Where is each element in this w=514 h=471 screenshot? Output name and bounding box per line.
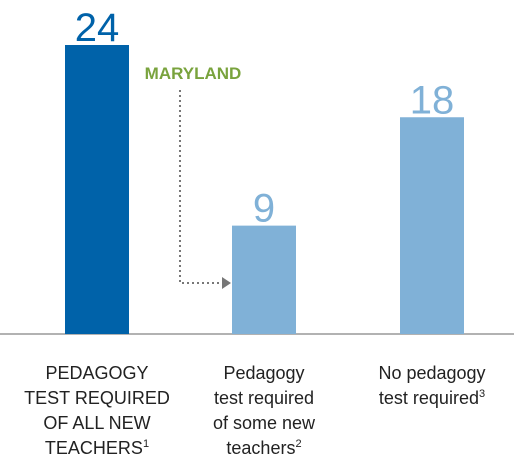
category-line: TEACHERS xyxy=(45,438,143,458)
value-label: 24 xyxy=(75,6,120,50)
category-label: No pedagogy xyxy=(378,363,485,383)
footnote: 2 xyxy=(295,438,301,450)
arrow-head xyxy=(222,277,231,289)
annotation: MARYLAND xyxy=(145,64,242,83)
category-line: test required xyxy=(379,388,479,408)
category-label: OF ALL NEW xyxy=(43,413,150,433)
category-label: teachers2 xyxy=(226,438,301,458)
category-label: test required3 xyxy=(379,388,485,408)
category-line: Pedagogy xyxy=(223,363,304,383)
category-line: test required xyxy=(214,388,314,408)
category-line: teachers xyxy=(226,438,295,458)
category-label: of some new xyxy=(213,413,316,433)
category-line: TEST REQUIRED xyxy=(24,388,170,408)
category-line: No pedagogy xyxy=(378,363,485,383)
bar xyxy=(65,45,129,334)
value-label: 9 xyxy=(253,187,275,231)
category-label: TEACHERS1 xyxy=(45,438,149,458)
category-line: PEDAGOGY xyxy=(45,363,148,383)
category-label: Pedagogy xyxy=(223,363,304,383)
category-label: test required xyxy=(214,388,314,408)
category-label: PEDAGOGY xyxy=(45,363,148,383)
footnote: 1 xyxy=(143,438,149,450)
category-line: OF ALL NEW xyxy=(43,413,150,433)
footnote: 3 xyxy=(479,388,485,400)
annotation-arrow xyxy=(179,90,222,284)
value-label: 18 xyxy=(410,78,455,122)
bar xyxy=(400,117,464,334)
category-line: of some new xyxy=(213,413,316,433)
bar xyxy=(232,225,296,334)
category-label: TEST REQUIRED xyxy=(24,388,170,408)
